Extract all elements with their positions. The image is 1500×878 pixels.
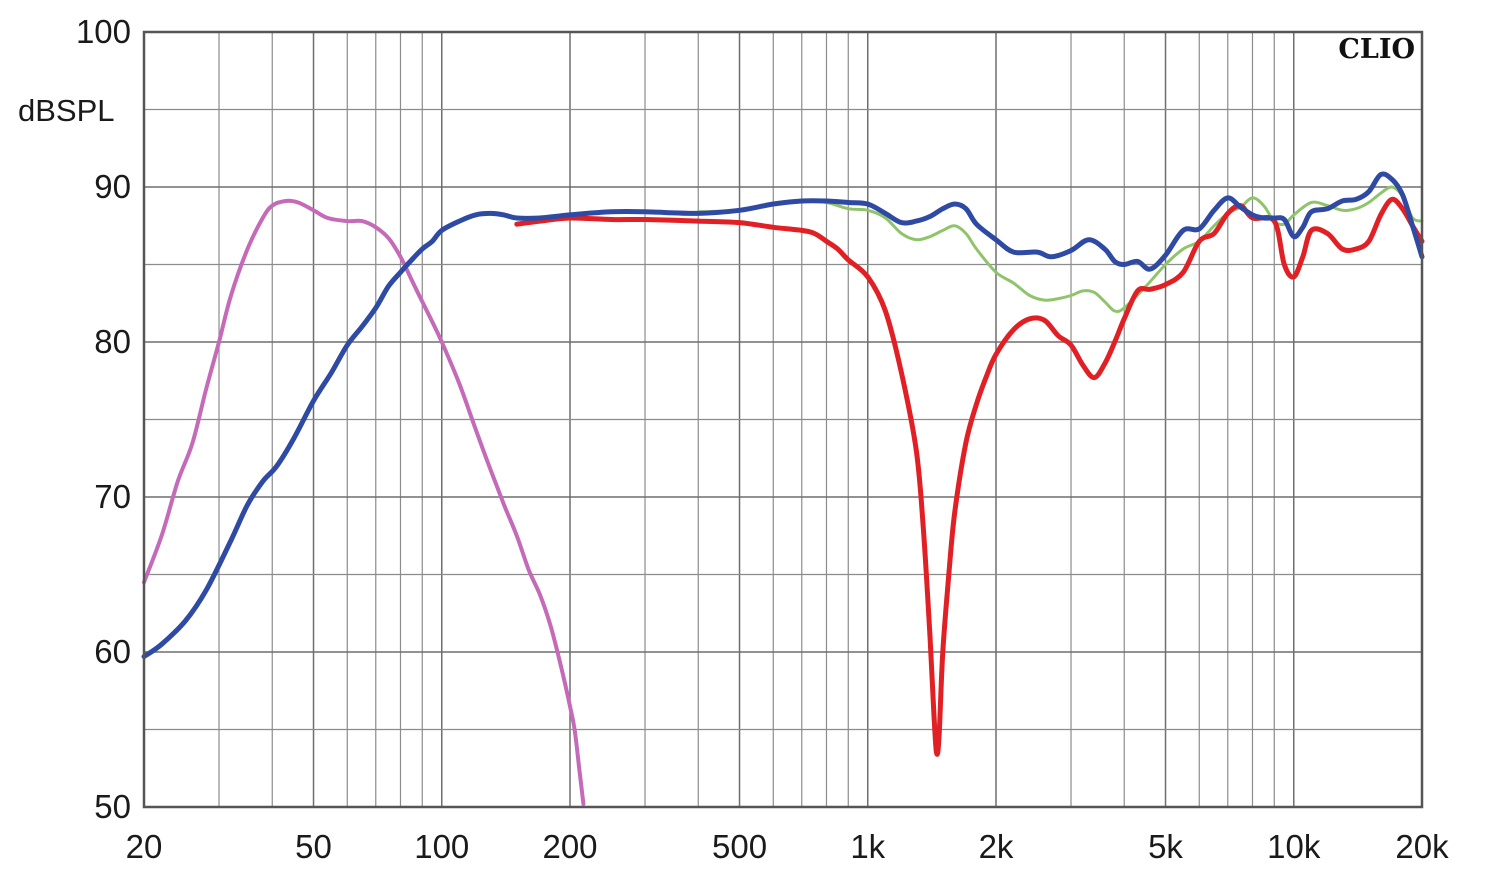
series-line-4: [141, 171, 1425, 660]
y-tick-label: 60: [94, 633, 131, 670]
x-tick-label: 50: [295, 828, 332, 865]
series-line-1: [142, 198, 586, 806]
x-tick-label: 20k: [1395, 828, 1449, 865]
plot-frame: [142, 30, 1424, 809]
x-axis-tick-labels: 20 50 100 200 500 1k 2k 5k 10k 20k: [126, 828, 1449, 865]
x-tick-label: 20: [126, 828, 163, 865]
y-tick-label: 80: [94, 323, 131, 360]
x-tick-label: 1k: [850, 828, 885, 865]
x-tick-label: 2k: [979, 828, 1014, 865]
x-tick-label: 200: [542, 828, 597, 865]
x-tick-label: 5k: [1148, 828, 1183, 865]
chart-curves: [141, 171, 1425, 806]
y-tick-label: 90: [94, 168, 131, 205]
x-tick-label: 100: [414, 828, 469, 865]
y-axis-tick-labels: 50 60 70 80 90 100: [76, 13, 131, 825]
y-tick-label: 50: [94, 788, 131, 825]
brand-logo-text: CLIO: [1338, 34, 1415, 65]
x-tick-label: 500: [712, 828, 767, 865]
y-tick-label: 100: [76, 13, 131, 50]
series-line-3: [514, 196, 1425, 757]
x-tick-label: 10k: [1267, 828, 1321, 865]
y-axis-label: dBSPL: [18, 93, 115, 128]
y-tick-label: 70: [94, 478, 131, 515]
